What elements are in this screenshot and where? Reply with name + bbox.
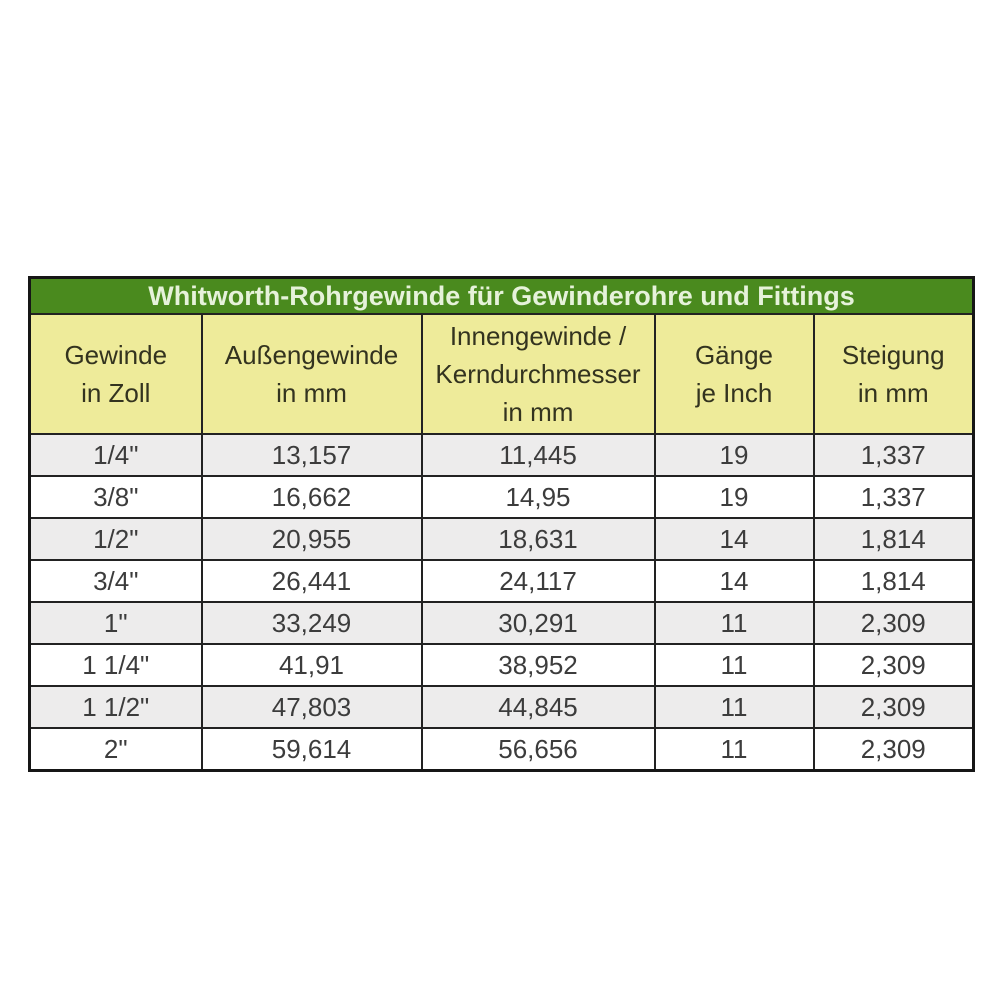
cell-gewinde-zoll: 3/8" <box>28 475 203 519</box>
cell-gaenge: 11 <box>653 643 815 687</box>
table-row: 3/4" 26,441 24,117 14 1,814 <box>28 559 975 603</box>
table-body: 1/4" 13,157 11,445 19 1,337 3/8" 16,662 … <box>28 433 975 772</box>
column-header-gaenge-je-inch: Gänge je Inch <box>653 313 815 435</box>
table-row: 1/4" 13,157 11,445 19 1,337 <box>28 433 975 477</box>
table-header: Whitworth-Rohrgewinde für Gewinderohre u… <box>28 276 975 435</box>
cell-gewinde-zoll: 2" <box>28 727 203 772</box>
table-title: Whitworth-Rohrgewinde für Gewinderohre u… <box>28 276 975 315</box>
column-header-aussengewinde-mm: Außengewinde in mm <box>200 313 423 435</box>
column-header-row: Gewinde in Zoll Außengewinde in mm Innen… <box>28 313 975 435</box>
cell-gaenge: 14 <box>653 517 815 561</box>
cell-gewinde-zoll: 1/2" <box>28 517 203 561</box>
cell-innengewinde: 14,95 <box>420 475 656 519</box>
cell-gaenge: 19 <box>653 475 815 519</box>
cell-gewinde-zoll: 1" <box>28 601 203 645</box>
cell-innengewinde: 30,291 <box>420 601 656 645</box>
cell-gewinde-zoll: 3/4" <box>28 559 203 603</box>
cell-aussengewinde: 41,91 <box>200 643 423 687</box>
cell-innengewinde: 24,117 <box>420 559 656 603</box>
cell-aussengewinde: 59,614 <box>200 727 423 772</box>
cell-aussengewinde: 16,662 <box>200 475 423 519</box>
cell-gewinde-zoll: 1/4" <box>28 433 203 477</box>
cell-steigung: 1,337 <box>812 475 975 519</box>
table-row: 1 1/4" 41,91 38,952 11 2,309 <box>28 643 975 687</box>
cell-aussengewinde: 33,249 <box>200 601 423 645</box>
cell-innengewinde: 44,845 <box>420 685 656 729</box>
cell-gewinde-zoll: 1 1/2" <box>28 685 203 729</box>
title-row: Whitworth-Rohrgewinde für Gewinderohre u… <box>28 276 975 315</box>
cell-gaenge: 11 <box>653 685 815 729</box>
cell-steigung: 2,309 <box>812 727 975 772</box>
cell-steigung: 1,814 <box>812 517 975 561</box>
whitworth-thread-table: Whitworth-Rohrgewinde für Gewinderohre u… <box>28 276 975 772</box>
cell-gaenge: 14 <box>653 559 815 603</box>
cell-aussengewinde: 13,157 <box>200 433 423 477</box>
table-row: 2" 59,614 56,656 11 2,309 <box>28 727 975 772</box>
column-header-steigung-mm: Steigung in mm <box>812 313 975 435</box>
cell-gaenge: 11 <box>653 601 815 645</box>
table-row: 3/8" 16,662 14,95 19 1,337 <box>28 475 975 519</box>
table-row: 1" 33,249 30,291 11 2,309 <box>28 601 975 645</box>
column-header-gewinde-in-zoll: Gewinde in Zoll <box>28 313 203 435</box>
cell-steigung: 2,309 <box>812 643 975 687</box>
cell-steigung: 1,814 <box>812 559 975 603</box>
cell-aussengewinde: 26,441 <box>200 559 423 603</box>
cell-aussengewinde: 20,955 <box>200 517 423 561</box>
table-row: 1/2" 20,955 18,631 14 1,814 <box>28 517 975 561</box>
cell-innengewinde: 18,631 <box>420 517 656 561</box>
column-header-innengewinde-kerndurchmesser-mm: Innengewinde / Kerndurchmesser in mm <box>420 313 656 435</box>
cell-aussengewinde: 47,803 <box>200 685 423 729</box>
cell-innengewinde: 11,445 <box>420 433 656 477</box>
cell-gaenge: 11 <box>653 727 815 772</box>
cell-innengewinde: 56,656 <box>420 727 656 772</box>
cell-innengewinde: 38,952 <box>420 643 656 687</box>
table-row: 1 1/2" 47,803 44,845 11 2,309 <box>28 685 975 729</box>
cell-gaenge: 19 <box>653 433 815 477</box>
cell-steigung: 2,309 <box>812 685 975 729</box>
cell-steigung: 2,309 <box>812 601 975 645</box>
cell-gewinde-zoll: 1 1/4" <box>28 643 203 687</box>
cell-steigung: 1,337 <box>812 433 975 477</box>
